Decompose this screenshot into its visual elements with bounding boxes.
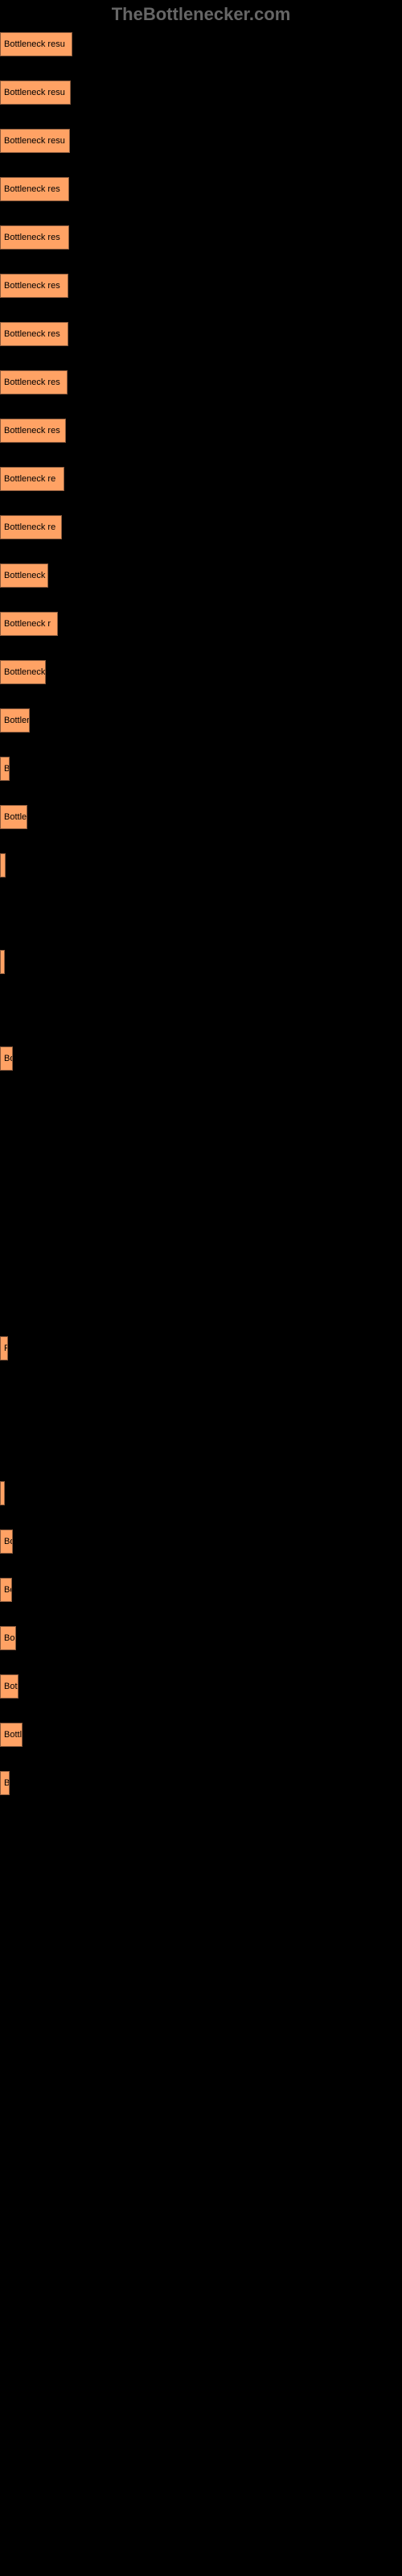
chart-bar[interactable]: Bottleneck res: [0, 177, 69, 201]
bar-row: Bo: [0, 1046, 402, 1071]
bar-row: R: [0, 1336, 402, 1360]
chart-bar[interactable]: Bou: [0, 1626, 16, 1650]
chart-bar[interactable]: Bo: [0, 1046, 13, 1071]
bar-row: Bottler: [0, 708, 402, 733]
chart-bar[interactable]: Bottleneck resu: [0, 80, 71, 105]
chart-bar[interactable]: Bottleneck re: [0, 467, 64, 491]
bar-row: [0, 1481, 402, 1505]
bar-row: Bottleneck res: [0, 225, 402, 250]
bar-row: [0, 998, 402, 1022]
bar-row: Bottleneck res: [0, 177, 402, 201]
chart-bar[interactable]: Bottler: [0, 708, 30, 733]
chart-bar[interactable]: Bottleneck resu: [0, 129, 70, 153]
chart-bar[interactable]: Bottleneck res: [0, 274, 68, 298]
bar-row: [0, 1143, 402, 1167]
bar-row: Bottleneck re: [0, 515, 402, 539]
chart-bar[interactable]: Bottleneck res: [0, 322, 68, 346]
chart-bar[interactable]: [0, 1481, 5, 1505]
bar-row: [0, 1191, 402, 1216]
bar-row: Bottleneck resu: [0, 129, 402, 153]
bar-row: Bottleneck re: [0, 467, 402, 491]
chart-bar[interactable]: Bot: [0, 1674, 18, 1699]
bar-row: [0, 853, 402, 877]
bar-row: B: [0, 757, 402, 781]
chart-bar[interactable]: Bottleneck res: [0, 225, 69, 250]
bar-row: Bot: [0, 1674, 402, 1699]
bar-row: [0, 950, 402, 974]
chart-bar[interactable]: [0, 950, 5, 974]
chart-bar[interactable]: Bottleneck res: [0, 370, 68, 394]
bar-row: [0, 1433, 402, 1457]
chart-bar[interactable]: [0, 853, 6, 877]
bar-row: Bou: [0, 1626, 402, 1650]
bar-row: Bottl: [0, 1723, 402, 1747]
bar-row: Bottleneck: [0, 660, 402, 684]
chart-bar[interactable]: Bottleneck r: [0, 612, 58, 636]
bar-row: Bottleneck res: [0, 322, 402, 346]
bar-row: Bottleneck resu: [0, 32, 402, 56]
chart-bar[interactable]: Bottleneck r: [0, 564, 48, 588]
bar-row: Bottleneck res: [0, 274, 402, 298]
chart-container: Bottleneck resu Bottleneck resu Bottleneck…: [0, 0, 402, 1795]
bar-row: Bottleneck r: [0, 564, 402, 588]
bar-row: Bottleneck resu: [0, 80, 402, 105]
chart-bar[interactable]: Bottleneck: [0, 660, 46, 684]
bar-row: Bottle: [0, 805, 402, 829]
watermark-text: TheBottlenecker.com: [112, 4, 291, 25]
chart-bar[interactable]: Bottleneck resu: [0, 32, 72, 56]
bar-row: [0, 1095, 402, 1119]
bar-row: [0, 1385, 402, 1409]
chart-bar[interactable]: B: [0, 1771, 10, 1795]
chart-bar[interactable]: Bottleneck res: [0, 419, 66, 443]
bar-row: Be: [0, 1578, 402, 1602]
chart-bar[interactable]: Be: [0, 1578, 12, 1602]
bar-row: [0, 1240, 402, 1264]
bar-row: [0, 902, 402, 926]
bar-row: Bottleneck res: [0, 370, 402, 394]
chart-bar[interactable]: R: [0, 1336, 8, 1360]
chart-bar[interactable]: Bo: [0, 1530, 13, 1554]
chart-bar[interactable]: Bottleneck re: [0, 515, 62, 539]
chart-bar[interactable]: Bottle: [0, 805, 27, 829]
bar-row: [0, 1288, 402, 1312]
chart-bar[interactable]: Bottl: [0, 1723, 23, 1747]
bar-row: Bottleneck r: [0, 612, 402, 636]
bar-row: Bo: [0, 1530, 402, 1554]
bar-row: B: [0, 1771, 402, 1795]
chart-bar[interactable]: B: [0, 757, 10, 781]
bar-row: Bottleneck res: [0, 419, 402, 443]
